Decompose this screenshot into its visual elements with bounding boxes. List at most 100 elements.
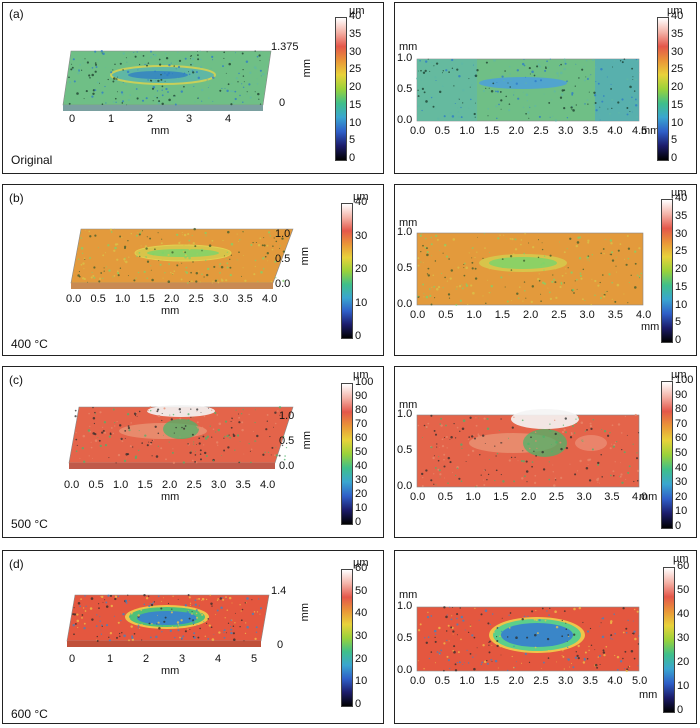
speckle-dot bbox=[228, 596, 232, 600]
speckle-dot bbox=[263, 237, 265, 239]
speckle-dot bbox=[200, 411, 202, 413]
y-tick: 0.0 bbox=[279, 460, 295, 472]
speckle-dot bbox=[559, 241, 560, 243]
speckle-dot bbox=[257, 280, 259, 282]
speckle-dot bbox=[485, 302, 487, 305]
surface-3d-plot bbox=[70, 227, 294, 289]
speckle-dot bbox=[424, 246, 427, 249]
speckle-dot bbox=[602, 248, 605, 250]
speckle-dot bbox=[586, 77, 589, 81]
speckle-dot bbox=[574, 85, 576, 87]
speckle-dot bbox=[217, 428, 221, 432]
speckle-dot bbox=[426, 253, 429, 257]
speckle-dot bbox=[471, 257, 473, 259]
speckle-dot bbox=[632, 78, 634, 80]
speckle-dot bbox=[267, 451, 270, 453]
speckle-dot bbox=[157, 432, 160, 435]
speckle-dot bbox=[606, 434, 610, 437]
speckle-dot bbox=[138, 410, 141, 413]
speckle-dot bbox=[89, 77, 91, 79]
speckle-dot bbox=[589, 424, 593, 428]
colorbar-unit: µm bbox=[353, 369, 369, 381]
speckle-dot bbox=[522, 91, 524, 93]
speckle-dot bbox=[235, 409, 237, 411]
speckle-dot bbox=[482, 257, 484, 259]
speckle-dot bbox=[211, 638, 215, 641]
speckle-dot bbox=[427, 267, 430, 270]
speckle-dot bbox=[612, 66, 614, 68]
colorbar-tick: 10 bbox=[675, 505, 688, 518]
speckle-dot bbox=[100, 633, 103, 635]
speckle-dot bbox=[420, 472, 424, 476]
speckle-dot bbox=[232, 632, 235, 635]
colorbar-tick: 20 bbox=[677, 656, 690, 668]
speckle-dot bbox=[141, 230, 144, 232]
speckle-dot bbox=[204, 437, 208, 440]
speckle-dot bbox=[541, 242, 543, 244]
speckle-dot bbox=[442, 70, 444, 72]
speckle-dot bbox=[238, 421, 241, 424]
speckle-dot bbox=[196, 253, 198, 255]
speckle-dot bbox=[250, 243, 253, 246]
speckle-dot bbox=[94, 89, 97, 92]
speckle-dot bbox=[208, 244, 212, 247]
speckle-dot bbox=[178, 408, 181, 411]
speckle-dot bbox=[164, 80, 166, 82]
speckle-dot bbox=[488, 292, 490, 294]
speckle-dot bbox=[611, 424, 614, 427]
x-axis-label: mm bbox=[641, 321, 660, 333]
speckle-dot bbox=[454, 102, 456, 105]
speckle-dot bbox=[453, 650, 456, 654]
speckle-dot bbox=[193, 632, 196, 635]
speckle-dot bbox=[244, 601, 247, 604]
speckle-dot bbox=[80, 232, 82, 234]
speckle-dot bbox=[180, 278, 183, 281]
speckle-dot bbox=[184, 630, 187, 633]
speckle-dot bbox=[85, 90, 88, 93]
y-tick: 0.0 bbox=[397, 298, 413, 310]
speckle-dot bbox=[187, 413, 190, 416]
speckle-dot bbox=[190, 408, 192, 410]
speckle-dot bbox=[112, 80, 115, 83]
speckle-dot bbox=[495, 90, 497, 93]
speckle-dot bbox=[149, 237, 152, 240]
speckle-dot bbox=[446, 614, 448, 616]
speckle-dot bbox=[275, 229, 277, 232]
speckle-dot bbox=[91, 95, 94, 98]
speckle-dot bbox=[184, 256, 187, 259]
speckle-dot bbox=[196, 444, 197, 445]
x-tick: 1 bbox=[107, 653, 114, 665]
speckle-dot bbox=[626, 113, 629, 116]
speckle-dot bbox=[601, 274, 604, 276]
speckle-dot bbox=[467, 303, 469, 306]
speckle-dot bbox=[526, 644, 528, 646]
x-tick: 3 bbox=[179, 653, 186, 665]
speckle-dot bbox=[243, 453, 245, 455]
colorbar-tick: 0 bbox=[355, 516, 362, 528]
speckle-dot bbox=[511, 655, 513, 658]
speckle-dot bbox=[155, 635, 158, 639]
speckle-dot bbox=[437, 117, 440, 120]
speckle-dot bbox=[562, 650, 564, 652]
speckle-dot bbox=[633, 657, 636, 660]
speckle-dot bbox=[188, 617, 191, 620]
speckle-dot bbox=[192, 621, 195, 624]
speckle-dot bbox=[193, 85, 195, 87]
x-tick: 4.0 bbox=[607, 125, 623, 137]
speckle-dot bbox=[554, 267, 557, 270]
speckle-dot bbox=[426, 616, 430, 619]
speckle-dot bbox=[266, 413, 269, 416]
speckle-dot bbox=[440, 417, 443, 420]
speckle-dot bbox=[220, 265, 224, 269]
speckle-dot bbox=[453, 85, 455, 87]
speckle-dot bbox=[599, 663, 601, 666]
colorbar-unit: µm bbox=[349, 5, 365, 17]
speckle-dot bbox=[626, 107, 629, 109]
y-axis-label: mm bbox=[399, 399, 418, 411]
speckle-dot bbox=[430, 243, 433, 246]
speckle-dot bbox=[496, 636, 498, 638]
speckle-dot bbox=[84, 610, 87, 612]
speckle-dot bbox=[462, 419, 466, 422]
x-axis-label: mm bbox=[639, 491, 658, 503]
speckle-dot bbox=[624, 668, 626, 670]
